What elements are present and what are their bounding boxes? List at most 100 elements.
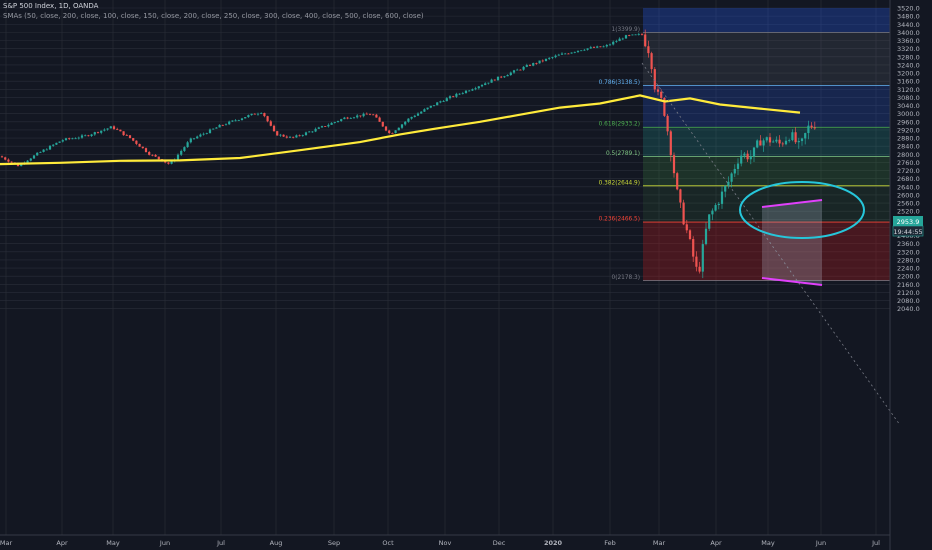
user-drawings[interactable] xyxy=(641,62,901,426)
candle xyxy=(592,46,596,49)
fib-level-label: 0.786(3138.5) xyxy=(599,80,640,86)
highlight-ellipse[interactable] xyxy=(739,181,865,239)
candle xyxy=(532,62,535,67)
candle xyxy=(602,45,605,48)
candle xyxy=(804,132,807,145)
candle xyxy=(615,39,618,43)
price-tick-label: 2240.0 xyxy=(897,265,920,273)
candle xyxy=(503,75,506,78)
candle xyxy=(688,229,692,241)
candle xyxy=(477,85,480,90)
candle xyxy=(205,132,208,135)
trend-dotted-line[interactable] xyxy=(641,62,901,426)
price-tick-label: 2920.0 xyxy=(897,126,920,134)
candle xyxy=(557,53,560,56)
candle xyxy=(493,79,496,81)
candle xyxy=(650,51,653,74)
candle xyxy=(516,68,519,71)
candle xyxy=(391,132,394,134)
candle xyxy=(244,117,247,119)
candle xyxy=(164,161,167,164)
candle xyxy=(474,86,477,91)
candle xyxy=(551,56,554,60)
candle xyxy=(400,123,404,129)
candle xyxy=(512,69,516,74)
candle xyxy=(618,37,621,42)
fib-level-label: 0(2178.3) xyxy=(612,275,641,281)
candle xyxy=(775,136,778,144)
chart-title[interactable]: S&P 500 Index, 1D, OANDA xyxy=(3,2,99,10)
candle xyxy=(132,137,135,142)
fibonacci-retracement[interactable]: 1(3399.9) 0.786(3138.5) 0.618(2933.2) 0.5(2… xyxy=(599,8,890,281)
fib-level-label: 0.382(2644.9) xyxy=(599,180,640,186)
candle xyxy=(548,57,551,61)
candle xyxy=(653,67,656,93)
candle xyxy=(247,114,250,118)
candle xyxy=(311,130,314,133)
wedge-upper-line[interactable] xyxy=(761,199,823,208)
candle xyxy=(141,146,144,149)
candle xyxy=(506,74,509,77)
candle xyxy=(509,71,512,77)
candle xyxy=(560,52,564,55)
candle xyxy=(733,164,736,178)
candle xyxy=(807,120,810,140)
candle xyxy=(292,136,295,139)
candle xyxy=(791,129,794,142)
candle xyxy=(772,139,775,143)
candle xyxy=(439,100,442,104)
candle xyxy=(781,141,784,147)
candle xyxy=(797,137,800,149)
candle xyxy=(336,120,340,123)
candle xyxy=(228,120,231,125)
candle xyxy=(500,75,503,79)
fib-level-label: 0.236(2466.5) xyxy=(599,217,640,223)
candle xyxy=(682,199,685,226)
candle xyxy=(346,116,349,120)
candle xyxy=(148,150,151,156)
candle xyxy=(708,214,711,232)
time-tick-label: Oct xyxy=(382,539,394,547)
candle xyxy=(586,48,589,51)
candle xyxy=(362,112,365,118)
price-tick-label: 2880.0 xyxy=(897,135,920,143)
candle xyxy=(52,144,55,147)
candle xyxy=(746,150,749,163)
candle xyxy=(528,64,532,67)
candle xyxy=(202,132,205,136)
price-tick-label: 3160.0 xyxy=(897,78,920,86)
price-tick-label: 2560.0 xyxy=(897,200,920,208)
time-axis[interactable]: Mar Apr May Jun Jul Aug Sep Oct Nov Dec 2020 Feb Mar… xyxy=(0,534,890,547)
last-price-text: 2953.9 xyxy=(897,218,920,226)
candle xyxy=(384,126,388,132)
candle xyxy=(128,135,132,139)
candle xyxy=(637,32,640,36)
candle xyxy=(186,140,189,148)
candle xyxy=(717,201,720,210)
candle xyxy=(240,117,244,121)
candle xyxy=(42,149,45,153)
candle xyxy=(138,143,141,147)
price-tick-label: 3520.0 xyxy=(897,5,920,13)
candle xyxy=(58,141,61,143)
candle xyxy=(372,113,375,116)
candle xyxy=(436,101,439,106)
candle xyxy=(279,133,282,137)
candle xyxy=(647,40,650,58)
candle xyxy=(519,69,522,71)
candle xyxy=(215,127,218,129)
price-tick-label: 2600.0 xyxy=(897,191,920,199)
candle xyxy=(669,129,672,162)
candle xyxy=(672,152,676,178)
wedge-lower-line[interactable] xyxy=(761,277,823,286)
candle xyxy=(250,113,253,116)
candle xyxy=(221,124,224,127)
price-tick-label: 2640.0 xyxy=(897,183,920,191)
candle xyxy=(234,119,237,122)
sma-legend[interactable]: SMAs (50, close, 200, close, 100, close,… xyxy=(3,12,424,20)
fib-level-label: 0.618(2933.2) xyxy=(599,122,640,128)
candle xyxy=(676,171,679,191)
candle xyxy=(423,108,426,112)
price-tick-label: 2080.0 xyxy=(897,297,920,305)
